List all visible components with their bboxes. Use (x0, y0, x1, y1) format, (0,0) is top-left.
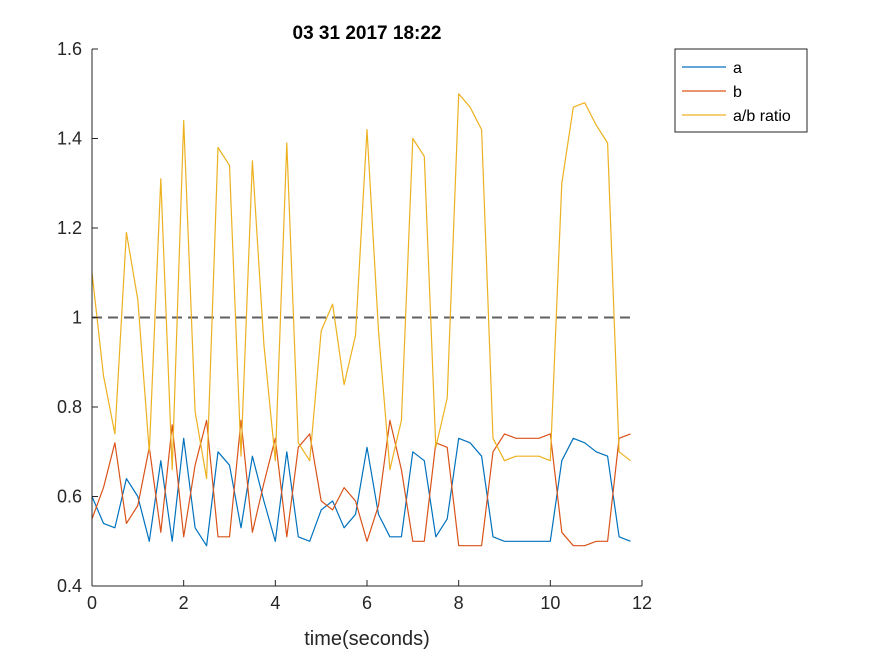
legend: ab a/b ratio (674, 48, 808, 133)
series-line-ratio (91, 93, 631, 480)
y-tick-label: 1.2 (57, 218, 82, 238)
x-axis-title: time(seconds) (304, 628, 430, 650)
y-tick-label: 0.4 (57, 576, 82, 596)
series-layer (91, 93, 631, 547)
y-tick-label: 1.6 (57, 39, 82, 59)
legend-box (674, 48, 808, 133)
axes-layer: 0 2 4 6 8 10 12 0.4 0.6 0.8 1 1.2 1.4 1.6 (57, 39, 652, 613)
chart-title: 03 31 2017 18:22 (293, 23, 442, 44)
y-tick-label: 1 (72, 308, 82, 328)
series-line-b (91, 419, 631, 547)
x-tick-label: 2 (179, 593, 189, 613)
legend-label: a/b ratio (733, 108, 791, 125)
x-tick-label: 6 (362, 593, 372, 613)
x-tick-label: 0 (87, 593, 97, 613)
y-tick-label: 1.4 (57, 129, 82, 149)
x-tick-label: 12 (632, 593, 652, 613)
x-tick-label: 4 (270, 593, 280, 613)
x-tick-label: 10 (540, 593, 560, 613)
y-tick-label: 0.8 (57, 397, 82, 417)
series-line-a (91, 437, 631, 547)
legend-label: a (733, 60, 742, 77)
x-tick-label: 8 (454, 593, 464, 613)
legend-label: b (733, 84, 742, 101)
y-tick-label: 0.6 (57, 487, 82, 507)
